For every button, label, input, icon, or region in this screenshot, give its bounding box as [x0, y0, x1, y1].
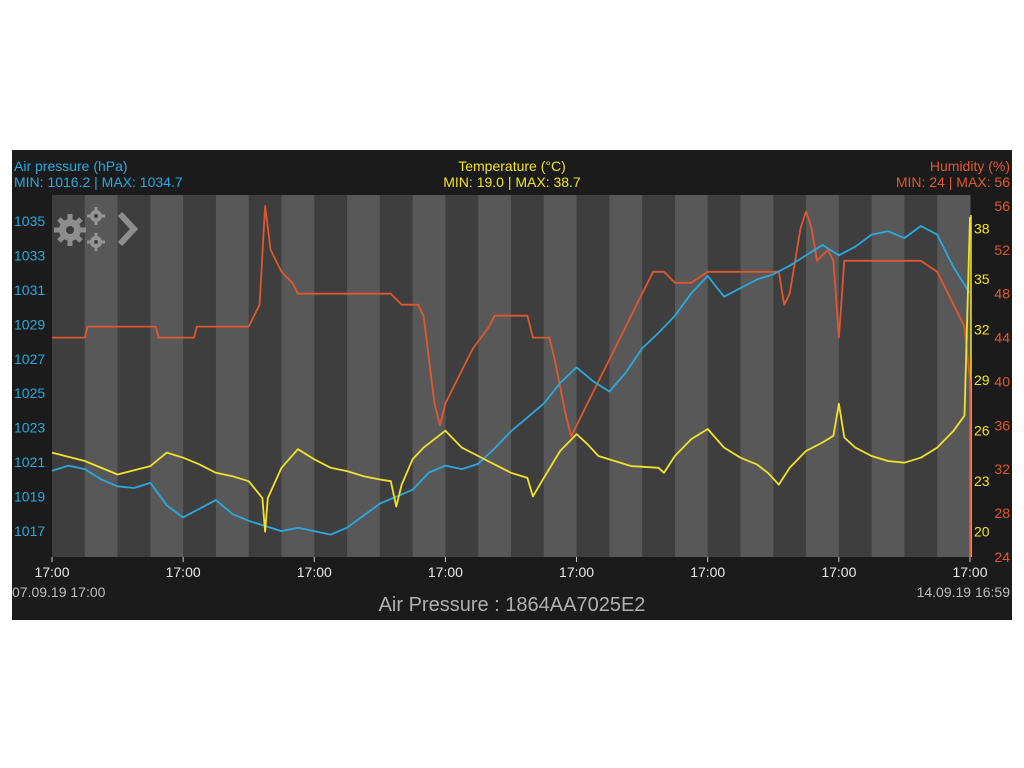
x-tick-label: 17:00	[559, 564, 594, 580]
grid-band	[215, 195, 250, 557]
y-tick-label: 1027	[14, 351, 45, 367]
y-tick-label: 44	[994, 330, 1010, 346]
grid-band	[314, 195, 348, 557]
x-tick-label: 17:00	[166, 564, 201, 580]
grid-band	[511, 195, 545, 557]
end-timestamp: 14.09.19 16:59	[916, 584, 1010, 600]
grid-band	[412, 195, 446, 557]
y-tick-label: 40	[994, 373, 1010, 389]
grid-band	[871, 195, 905, 557]
gears-icon	[54, 207, 105, 251]
temperature-series-line	[51, 216, 971, 533]
y-tick-label: 1035	[14, 213, 45, 229]
humidity-header: Humidity (%) MIN: 24 | MAX: 56	[896, 158, 1010, 190]
grid-band	[773, 195, 807, 557]
pressure-series-line	[51, 225, 971, 536]
grid-band	[904, 195, 938, 557]
grid-band	[117, 195, 151, 557]
grid-band	[478, 195, 512, 557]
y-tick-label: 56	[994, 198, 1010, 214]
y-tick-label: 20	[974, 524, 990, 540]
y-tick-label: 1023	[14, 420, 45, 436]
grid-band	[543, 195, 578, 557]
temperature-minmax: MIN: 19.0 | MAX: 38.7	[443, 174, 581, 190]
background-bands	[52, 195, 971, 557]
x-tick-label: 17:00	[952, 564, 987, 580]
pressure-header: Air pressure (hPa) MIN: 1016.2 | MAX: 10…	[14, 158, 183, 190]
y-tick-label: 1033	[14, 247, 45, 263]
series-lines	[51, 205, 971, 557]
y-tick-label: 38	[974, 221, 990, 237]
y-tick-label: 52	[994, 242, 1010, 258]
temperature-label: Temperature (°C)	[458, 158, 566, 174]
y-tick-label: 1017	[14, 523, 45, 539]
grid-band	[84, 195, 119, 557]
grid-band	[707, 195, 741, 557]
chevron-right-icon	[117, 211, 139, 247]
y-tick-label: 1029	[14, 316, 45, 332]
grid-band	[52, 195, 86, 557]
y-tick-label: 26	[974, 423, 990, 439]
grid-band	[838, 195, 873, 557]
y-tick-label: 24	[994, 549, 1010, 565]
chart-title: Air Pressure : 1864AA7025E2	[378, 594, 646, 616]
x-tick-label: 17:00	[821, 564, 856, 580]
grid-band	[248, 195, 282, 557]
temperature-header: Temperature (°C) MIN: 19.0 | MAX: 38.7	[12, 158, 1012, 190]
humidity-label: Humidity (%)	[929, 158, 1010, 174]
x-tick-label: 17:00	[297, 564, 332, 580]
pressure-minmax: MIN: 1016.2 | MAX: 1034.7	[14, 174, 183, 190]
y-tick-label: 48	[994, 286, 1010, 302]
y-tick-label: 1019	[14, 489, 45, 505]
grid-band	[347, 195, 381, 557]
y-tick-label: 29	[974, 372, 990, 388]
x-tick-label: 17:00	[428, 564, 463, 580]
x-tick-label: 17:00	[34, 564, 69, 580]
humidity-series-line	[52, 205, 971, 557]
y-tick-label: 35	[974, 271, 990, 287]
y-tick-label: 32	[994, 461, 1010, 477]
y-tick-label: 36	[994, 417, 1010, 433]
grid-band	[740, 195, 774, 557]
chart-panel: 1017 1019 1021 1023 1025 1027 1029 1031 1033 1035…	[12, 150, 1012, 620]
chart-canvas: 1017 1019 1021 1023 1025 1027 1029 1031 1033 1035…	[14, 195, 1010, 580]
grid-band	[674, 195, 709, 557]
grid-band	[445, 195, 479, 557]
humidity-minmax: MIN: 24 | MAX: 56	[895, 174, 1010, 190]
temperature-axis: 20 23 26 29 32 35 38	[970, 215, 990, 557]
grid-band	[281, 195, 315, 557]
y-tick-label: 1025	[14, 385, 45, 401]
x-axis: 17:00 17:00 17:00 17:00 17:00 17:00 17:00 17:00	[34, 557, 988, 580]
start-timestamp: 07.09.19 17:00	[12, 584, 106, 600]
y-tick-label: 28	[994, 505, 1010, 521]
grid-band	[576, 195, 610, 557]
settings-button[interactable]	[52, 202, 152, 252]
y-tick-label: 23	[974, 473, 990, 489]
grid-band	[183, 195, 217, 557]
humidity-axis: 24 28 32 36 40 44 48 52 56	[994, 198, 1010, 565]
grid-band	[642, 195, 676, 557]
grid-band	[150, 195, 184, 557]
y-tick-label: 1031	[14, 282, 45, 298]
pressure-label: Air pressure (hPa)	[14, 158, 128, 174]
pressure-axis: 1017 1019 1021 1023 1025 1027 1029 1031 1033 1035	[14, 213, 45, 539]
grid-band	[609, 195, 643, 557]
x-tick-label: 17:00	[690, 564, 725, 580]
y-tick-label: 32	[974, 322, 990, 338]
grid-band	[806, 195, 840, 557]
y-tick-label: 1021	[14, 454, 45, 470]
